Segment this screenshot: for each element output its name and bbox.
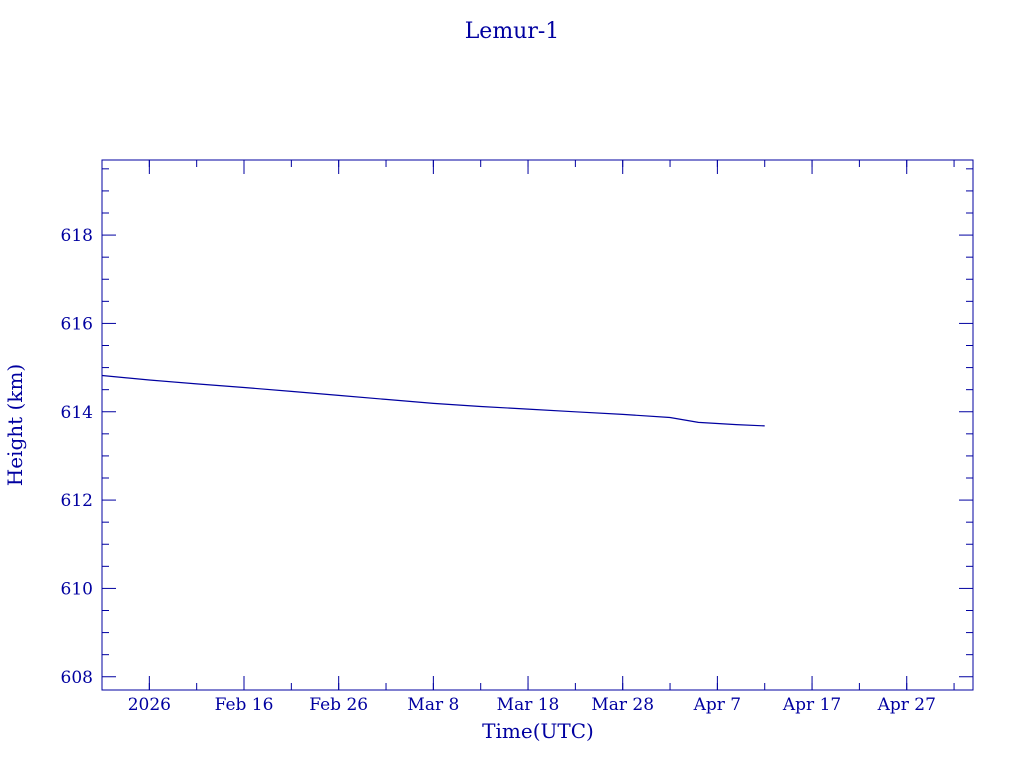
x-tick-label: Feb 26 [309, 695, 368, 715]
y-tick-label: 618 [61, 226, 93, 246]
x-tick-label: Mar 18 [497, 695, 560, 715]
chart-title: Lemur-1 [465, 19, 560, 44]
y-tick-label: 616 [61, 314, 93, 334]
x-tick-label: Mar 8 [407, 695, 459, 715]
x-tick-label: 2026 [128, 695, 171, 715]
height-series-line [101, 374, 765, 427]
y-tick-label: 614 [61, 403, 93, 423]
x-axis-label: Time(UTC) [482, 719, 594, 743]
y-tick-label: 612 [61, 491, 93, 511]
y-tick-label: 608 [61, 668, 93, 688]
y-tick-label: 610 [61, 579, 93, 599]
plot-frame [101, 159, 974, 691]
x-tick-label: Apr 7 [693, 695, 742, 715]
x-tick-label: Mar 28 [591, 695, 654, 715]
x-tick-label: Apr 17 [782, 695, 841, 715]
x-tick-label: Feb 16 [215, 695, 274, 715]
y-axis-label: Height (km) [3, 364, 27, 486]
x-tick-label: Apr 27 [877, 695, 936, 715]
